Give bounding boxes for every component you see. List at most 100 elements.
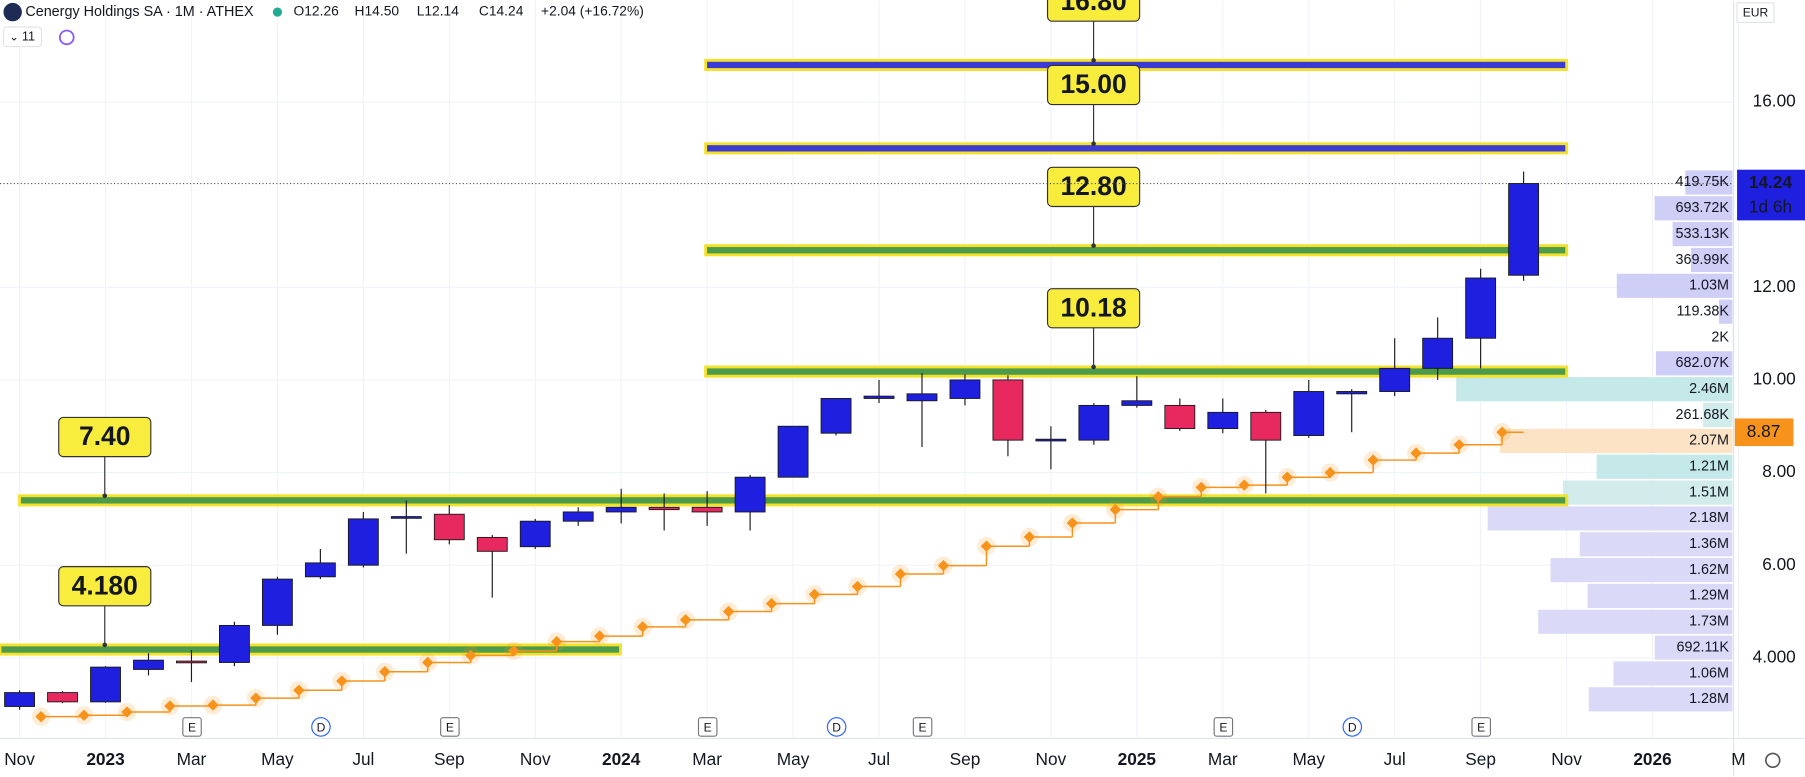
indicator-dot: [1238, 479, 1250, 491]
volume-label: 119.38K: [1677, 303, 1730, 319]
x-tick-label: Mar: [1208, 749, 1238, 769]
earnings-marker: [1213, 717, 1234, 737]
level-line: [704, 244, 1569, 257]
x-tick-label: Sep: [950, 749, 981, 769]
level-label: 4.180: [72, 570, 138, 600]
y-tick-label: 12.00: [1753, 276, 1796, 296]
volume-bar: [1672, 222, 1733, 247]
candle-body: [176, 660, 207, 664]
volume-label: 1.36M: [1689, 536, 1729, 552]
indicator-dot: [636, 621, 649, 633]
event-letter: E: [1477, 720, 1485, 734]
level-label: 15.00: [1060, 69, 1126, 99]
candle-body: [219, 624, 250, 663]
volume-label: 682.07K: [1675, 355, 1729, 371]
level-anchor: [1091, 243, 1096, 248]
candle-body: [304, 562, 336, 578]
volume-bar: [1596, 454, 1733, 479]
volume-label: 692.11K: [1677, 639, 1730, 655]
indicator-dot: [164, 700, 176, 712]
refresh-icon[interactable]: [58, 29, 75, 46]
volume-label: 693.72K: [1675, 200, 1729, 216]
level-line: [0, 643, 622, 656]
level-label-box: [58, 416, 152, 458]
earnings-marker: [1471, 717, 1491, 737]
event-letter: E: [919, 720, 927, 734]
volume-label: 1.29M: [1689, 588, 1729, 604]
indicator-dot: [293, 684, 305, 696]
candle-body: [433, 513, 465, 541]
volume-bar: [1616, 273, 1733, 298]
candle-body: [1336, 391, 1368, 395]
event-letter: D: [832, 720, 841, 734]
volume-label: 2.18M: [1689, 510, 1729, 526]
level-label: 12.80: [1060, 171, 1126, 201]
indicator-dot: [894, 568, 907, 580]
candle-body: [390, 516, 422, 519]
y-tick-label: 8.00: [1762, 461, 1796, 481]
indicator-dot: [1152, 490, 1165, 503]
earnings-marker: [440, 717, 460, 737]
indicator-dot: [250, 692, 262, 704]
candle-body: [347, 518, 379, 566]
x-tick-label: 2024: [602, 749, 641, 769]
candle-body: [1078, 404, 1110, 441]
symbol: Cenergy Holdings SA · 1M · ATHEX: [25, 4, 254, 20]
earnings-marker: [697, 717, 718, 737]
last-price-tag: [1737, 169, 1805, 221]
indicator-price-tag: [1734, 418, 1794, 447]
event-letter: E: [188, 720, 196, 734]
x-tick-label: May: [1292, 749, 1325, 769]
volume-label: 1.73M: [1689, 614, 1729, 630]
indicator-dot: [551, 635, 563, 648]
volume-label: 1.03M: [1689, 278, 1729, 294]
x-tick-label: Jul: [1384, 749, 1406, 769]
indicator-dot: [508, 645, 520, 657]
indicator-dot: [593, 630, 606, 642]
level-label-box: [1046, 288, 1141, 329]
candle-body: [1508, 183, 1540, 276]
indicator-dot: [35, 710, 47, 723]
indicator-dot: [1195, 481, 1208, 494]
x-tick-label: Sep: [1465, 749, 1496, 769]
volume-label: 1.06M: [1689, 665, 1729, 681]
candle-body: [820, 397, 852, 434]
indicator-dot: [336, 675, 348, 687]
indicator-dot: [1496, 426, 1508, 438]
indicator-toggle[interactable]: [2, 26, 43, 48]
level-label-box: [1046, 166, 1141, 208]
volume-label: 1.51M: [1689, 484, 1729, 500]
high-value: H14.50: [355, 3, 400, 19]
y-tick-label: 6.00: [1762, 554, 1796, 574]
indicator-dot: [121, 706, 133, 718]
indicator-dot: [808, 588, 821, 601]
candle-body: [90, 666, 121, 703]
event-letter: D: [317, 720, 326, 734]
candle-body: [476, 536, 508, 552]
market-status: [272, 7, 283, 17]
volume-bar: [1456, 377, 1733, 402]
volume-bar: [1487, 506, 1733, 531]
candle-body: [1379, 367, 1411, 392]
level-label-box: [1046, 0, 1141, 22]
x-tick-label: Nov: [1036, 749, 1067, 769]
volume-bar: [1579, 532, 1733, 557]
level-anchor: [1091, 58, 1096, 63]
candle-body: [1207, 411, 1239, 430]
candle-body: [863, 395, 895, 399]
currency-box[interactable]: [1736, 2, 1775, 24]
dividend-marker: [1342, 717, 1363, 737]
candle-body: [605, 506, 637, 513]
x-tick-label: Nov: [1551, 749, 1582, 769]
candle-body: [1035, 438, 1067, 442]
level-anchor: [1091, 364, 1096, 370]
settings-icon[interactable]: [1765, 752, 1781, 769]
candle-body: [1465, 277, 1497, 339]
level-anchor: [102, 642, 108, 648]
volume-bar: [1562, 480, 1733, 505]
volume-bar: [1685, 170, 1733, 195]
indicator-dot: [422, 656, 434, 669]
x-tick-label: Sep: [434, 749, 465, 769]
logo: [3, 2, 22, 22]
